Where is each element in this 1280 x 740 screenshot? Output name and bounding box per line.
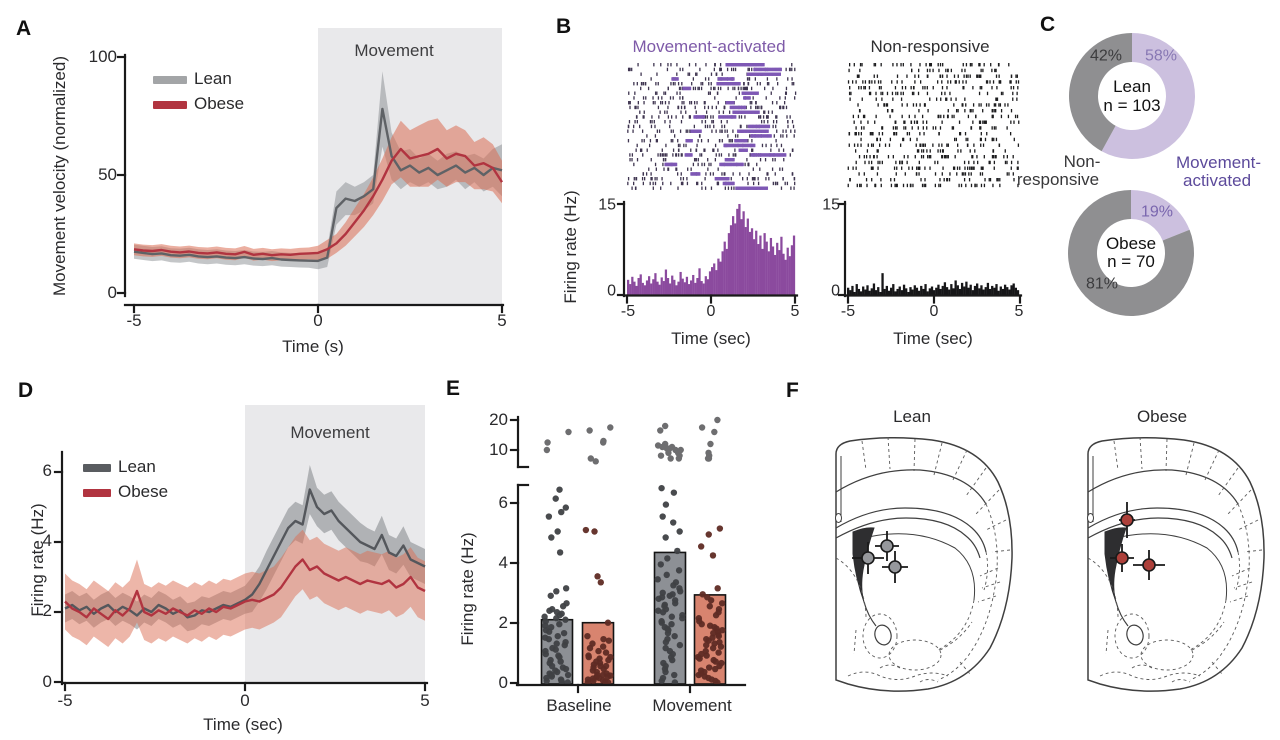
donut-lean-center-label: Lean [1113,77,1151,97]
axis-tick-label: 0 [498,673,508,693]
axis-tick-label: 20 [489,410,508,430]
panel-label-d: D [18,379,34,402]
axis-tick-label: 0 [42,672,52,692]
panel-c-donuts [1068,33,1196,316]
brain-atlas-obese [1086,436,1265,692]
legend-label-obese: Obese [194,94,245,113]
axis-tick-label: 4 [498,553,508,573]
axis-tick-label: 50 [98,165,117,185]
panel-label-b: B [556,15,572,38]
psth-title-movement-activated: Movement-activated [632,37,786,56]
axis-tick-label: 2 [498,613,508,633]
axis-tick-label: -5 [126,311,142,330]
panel-b-x-axis-title: Time (sec) [893,329,973,348]
axis-tick-label: 4 [42,531,52,551]
axis-tick-label: 2 [42,601,52,621]
panel-e-plot [509,415,747,694]
axis-tick-label: 15 [822,196,840,214]
panel-b-x-axis-title: Time (sec) [671,329,751,348]
axis-tick-label: 0 [313,311,323,330]
movement-shade-label: Movement [290,423,370,442]
atlas-title-obese: Obese [1136,407,1188,426]
legend-label-lean: Lean [118,457,156,476]
donut-lean-n-label: n = 103 [1103,96,1161,116]
legend-swatch-lean [153,76,187,84]
axis-tick-label: 5 [420,691,430,710]
donut-legend-activated: activated [1183,171,1252,190]
axis-tick-label: 100 [88,47,117,67]
panel-b-plot [616,63,1023,304]
donut-obese-nonresponsive-pct: 81% [1085,275,1119,293]
panel-label-f: F [786,379,799,402]
legend-swatch-obese [153,101,187,109]
axis-tick-label: -5 [57,691,73,710]
category-label-baseline: Baseline [546,696,612,715]
atlas-title-lean: Lean [893,407,931,426]
axis-tick-label: 5 [497,311,507,330]
donut-obese-center-label: Obese [1105,234,1157,254]
legend-swatch-obese [83,489,111,497]
axis-tick-label: 6 [42,461,52,481]
panel-d-y-axis-title: Firing rate (Hz) [28,503,48,617]
panel-label-e: E [446,377,461,400]
donut-legend-nonresponsive: Non- [1063,152,1101,172]
axis-tick-label: -5 [840,303,856,320]
axis-tick-label: -5 [620,303,636,320]
donut-legend-activated: Movement- [1176,153,1262,172]
panel-d-plot [53,405,429,692]
panel-a-plot [116,28,505,314]
axis-tick-label: 0 [107,283,117,303]
axis-tick-label: 10 [489,440,508,460]
axis-tick-label: 0 [929,303,939,320]
legend-swatch-lean [83,464,111,472]
axis-tick-label: 6 [498,493,508,513]
axis-tick-label: 5 [790,303,800,320]
donut-obese-activated-pct: 19% [1140,203,1174,221]
legend-label-obese: Obese [118,482,169,501]
panel-label-a: A [16,17,32,40]
axis-tick-label: 0 [831,282,840,300]
donut-lean-activated-pct: 58% [1144,47,1178,65]
panel-e-y-axis-title: Firing rate (Hz) [458,532,478,646]
panel-a-y-axis-title: Movement velocity (normalized) [50,56,70,296]
donut-legend-nonresponsive: responsive [1016,170,1100,190]
category-label-movement: Movement [652,696,732,715]
panel-f-atlas [834,436,1265,692]
panel-d-x-axis-title: Time (sec) [203,715,283,734]
panel-b-y-axis-title: Firing rate (Hz) [561,190,581,304]
movement-shade-label: Movement [354,41,434,60]
legend-label-lean: Lean [194,69,232,88]
axis-tick-label: 5 [1014,303,1024,320]
axis-tick-label: 0 [706,303,716,320]
axis-tick-label: 15 [598,196,616,214]
donut-lean-nonresponsive-pct: 42% [1089,47,1123,65]
donut-obese-n-label: n = 70 [1107,252,1155,272]
axis-tick-label: 0 [607,282,616,300]
brain-atlas-lean [834,436,1013,692]
axis-tick-label: 0 [240,691,250,710]
panel-a-x-axis-title: Time (s) [282,337,344,356]
panel-label-c: C [1040,13,1056,36]
psth-title-non-responsive: Non-responsive [870,37,990,56]
